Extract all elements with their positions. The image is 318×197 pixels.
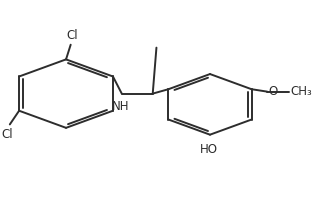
- Text: NH: NH: [112, 100, 129, 113]
- Text: Cl: Cl: [1, 128, 12, 141]
- Text: O: O: [268, 85, 278, 98]
- Text: HO: HO: [199, 143, 218, 156]
- Text: Cl: Cl: [66, 29, 78, 42]
- Text: CH₃: CH₃: [291, 85, 312, 98]
